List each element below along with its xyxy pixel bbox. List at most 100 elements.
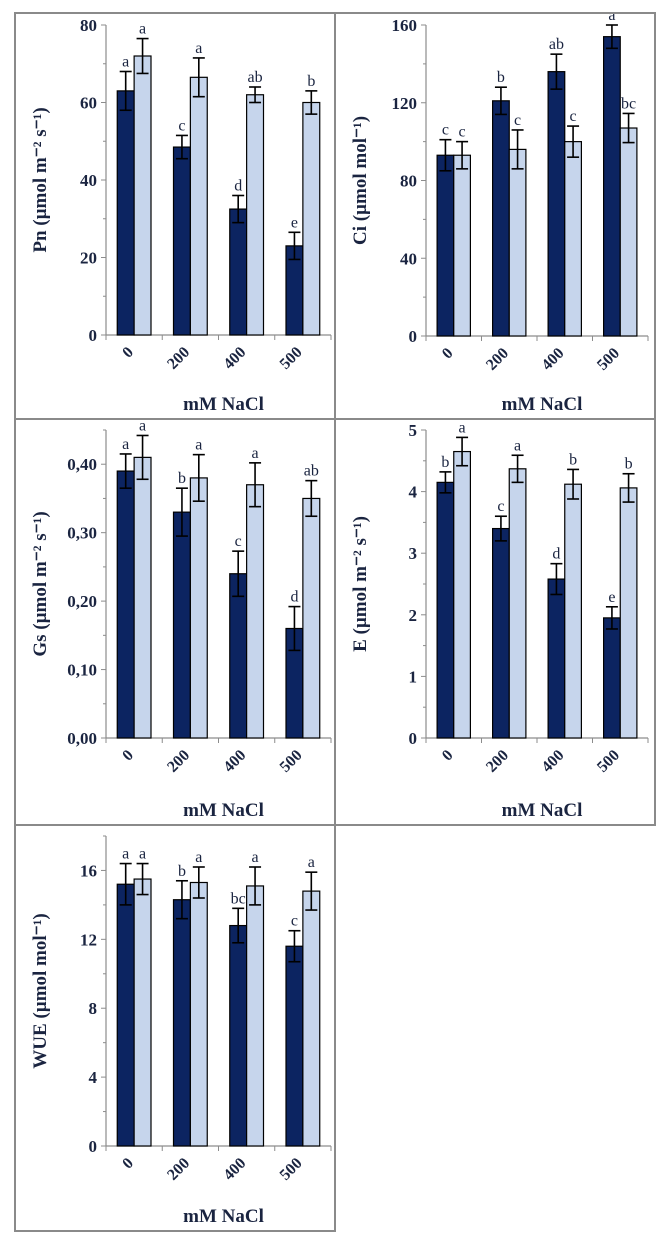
y-tick-label: 8 (89, 999, 98, 1018)
y-tick-label: 60 (80, 94, 97, 113)
x-tick-label: 0 (119, 1155, 137, 1173)
x-axis-title: mM NaCl (183, 800, 264, 821)
bar-light-500 (619, 127, 638, 337)
y-tick-label: 0 (89, 326, 98, 345)
bar-dark-200 (172, 899, 191, 1147)
y-axis-title: Gs (µmol m⁻² s⁻¹) (30, 511, 51, 656)
bar-dark-0 (116, 883, 135, 1147)
significance-letter: bc (231, 890, 246, 907)
y-tick-label: 40 (80, 171, 97, 190)
bar-dark-400 (229, 208, 248, 336)
bar-dark-0 (116, 90, 135, 336)
y-axis-title: Pn (µmol m⁻² s⁻¹) (30, 107, 51, 252)
y-tick-label: 1 (409, 667, 418, 686)
bar-dark-200 (172, 146, 191, 336)
significance-letter: d (290, 589, 298, 606)
bar-dark-0 (436, 481, 455, 739)
x-tick-label: 200 (164, 1155, 193, 1184)
bar-light-0 (453, 154, 471, 337)
significance-letter: a (139, 420, 146, 434)
significance-letter: c (497, 498, 504, 515)
bar-light-200 (189, 477, 208, 739)
bar-dark-0 (436, 154, 455, 337)
x-tick-label: 0 (119, 344, 137, 362)
significance-letter: c (570, 108, 577, 125)
bar-dark-500 (603, 617, 621, 739)
x-tick-label: 200 (483, 345, 512, 374)
significance-letter: c (235, 533, 242, 550)
y-tick-label: 4 (409, 483, 418, 502)
chart-panel-wue: 0 4 8 12 16 a a 0 b a 200 bc a 400 c a 500 mM NaCl WUE (µm… (14, 824, 336, 1232)
y-tick-label: 40 (400, 249, 417, 268)
significance-letter: d (552, 546, 560, 563)
bar-dark-200 (492, 100, 510, 337)
x-axis-title: mM NaCl (502, 800, 583, 821)
significance-letter: a (252, 445, 259, 462)
significance-letter: c (442, 122, 449, 139)
x-tick-label: 200 (483, 747, 512, 776)
significance-letter: a (195, 437, 202, 454)
chart-panel-e: 0 1 2 3 4 5 b a 0 c a 200 d b 400 e b 500 mM NaCl E (µmol m… (334, 418, 656, 826)
y-tick-label: 0,30 (67, 524, 97, 543)
significance-letter: b (307, 73, 315, 90)
y-tick-label: 80 (80, 16, 97, 35)
significance-letter: a (139, 846, 146, 863)
bar-light-400 (246, 484, 265, 739)
x-tick-label: 0 (439, 345, 457, 363)
significance-letter: b (441, 454, 449, 471)
y-tick-label: 0,40 (67, 455, 97, 474)
bar-dark-0 (116, 470, 135, 739)
bar-light-400 (564, 141, 582, 337)
bar-dark-400 (547, 578, 566, 739)
x-tick-label: 400 (539, 747, 568, 776)
y-tick-label: 12 (80, 930, 97, 949)
significance-letter: ab (549, 36, 564, 53)
significance-letter: ab (304, 463, 319, 480)
bar-dark-400 (229, 924, 248, 1147)
significance-letter: e (608, 589, 615, 606)
bar-dark-500 (285, 945, 304, 1147)
chart-svg-e: 0 1 2 3 4 5 b a 0 c a 200 d b 400 e b 500 mM NaCl E (µmol m… (350, 419, 649, 821)
bar-dark-500 (603, 36, 621, 337)
bar-light-0 (133, 878, 152, 1147)
bar-light-400 (564, 483, 582, 739)
y-tick-label: 2 (409, 606, 418, 625)
bar-light-400 (246, 94, 265, 336)
significance-letter: ab (248, 69, 263, 86)
x-tick-label: 400 (220, 1155, 249, 1184)
x-tick-label: 0 (119, 747, 137, 765)
significance-letter: a (139, 21, 146, 38)
bar-light-200 (189, 881, 208, 1147)
x-tick-label: 500 (277, 1155, 306, 1184)
x-axis-title: mM NaCl (183, 394, 264, 415)
significance-letter: c (291, 913, 298, 930)
significance-letter: b (497, 69, 505, 86)
y-tick-label: 0 (409, 729, 418, 748)
significance-letter: a (122, 54, 129, 71)
bar-light-500 (302, 890, 321, 1147)
bar-light-0 (133, 456, 152, 739)
y-tick-label: 4 (89, 1068, 98, 1087)
y-tick-label: 0 (89, 1137, 98, 1156)
significance-letter: b (178, 470, 186, 487)
significance-letter: c (514, 112, 521, 129)
x-tick-label: 500 (594, 345, 623, 374)
significance-letter: d (234, 178, 242, 195)
x-tick-label: 500 (594, 747, 623, 776)
significance-letter: b (625, 456, 633, 473)
y-tick-label: 20 (80, 249, 97, 268)
x-axis-title: mM NaCl (502, 394, 583, 415)
y-tick-label: 3 (409, 544, 418, 563)
y-tick-label: 16 (80, 861, 97, 880)
x-axis-title: mM NaCl (183, 1206, 264, 1227)
y-tick-label: 0,20 (67, 592, 97, 611)
bar-light-200 (508, 468, 527, 739)
bar-light-200 (508, 148, 527, 337)
x-tick-label: 200 (164, 747, 193, 776)
bar-dark-400 (547, 71, 566, 337)
chart-svg-gs: 0,000,100,200,300,40aa0ba200ca400dab500m… (30, 417, 332, 821)
bar-light-500 (302, 101, 321, 336)
bar-light-200 (189, 76, 208, 336)
